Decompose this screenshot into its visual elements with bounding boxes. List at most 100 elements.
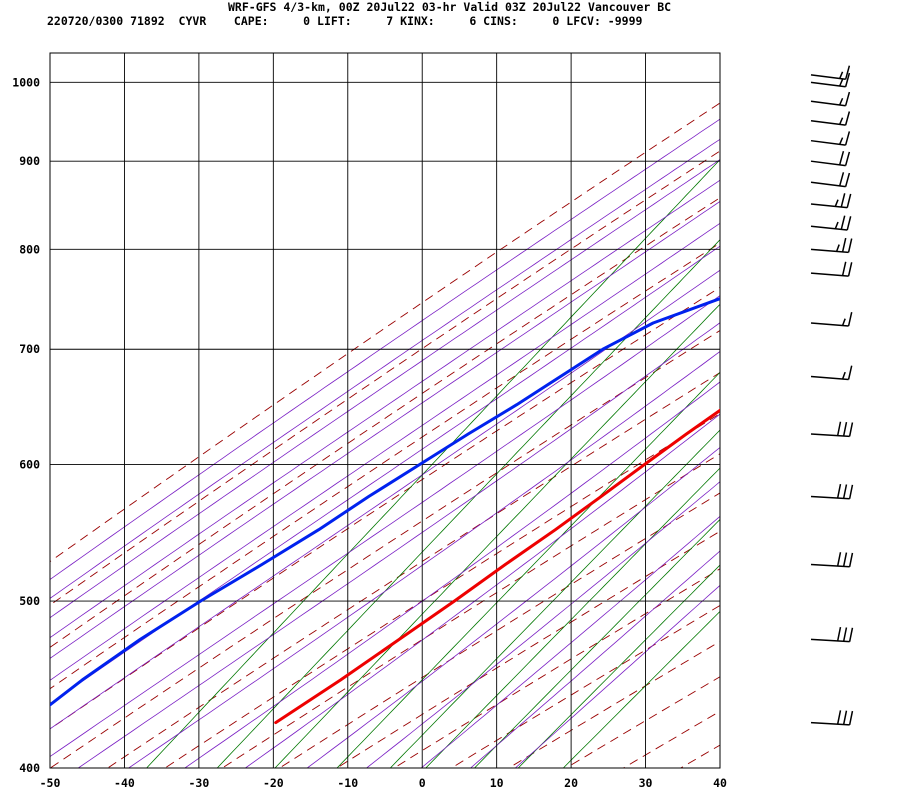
mixing-ratio-line bbox=[517, 564, 720, 768]
x-tick-label: 10 bbox=[490, 776, 504, 790]
dry-adiabat bbox=[50, 150, 720, 606]
wind-barb bbox=[810, 150, 851, 167]
wind-barb-feather bbox=[836, 626, 842, 642]
grid bbox=[49, 52, 721, 769]
x-tick-label: 20 bbox=[564, 776, 578, 790]
wind-barb-feather bbox=[848, 422, 854, 437]
moist-adiabat bbox=[50, 245, 720, 705]
wind-barb-feather bbox=[840, 193, 846, 208]
wind-barb-feather bbox=[844, 151, 851, 166]
moist-adiabat bbox=[50, 179, 720, 639]
dry-adiabat bbox=[450, 604, 720, 768]
wind-barb-feather bbox=[844, 65, 851, 80]
plot-frame bbox=[49, 52, 721, 769]
wind-barb bbox=[810, 626, 854, 643]
wind-barb-half-feather bbox=[834, 221, 839, 230]
wind-barb-feather bbox=[842, 627, 848, 642]
temperature-profile bbox=[274, 408, 720, 725]
moist-adiabat bbox=[244, 413, 720, 768]
wind-barb bbox=[810, 710, 854, 726]
mixing-ratio-line bbox=[216, 239, 720, 768]
dry-adiabat bbox=[819, 46, 900, 787]
wind-barb-feather bbox=[836, 710, 842, 725]
wind-barb-feather bbox=[836, 484, 842, 499]
wind-barb-staff bbox=[810, 322, 849, 327]
moist-adiabat bbox=[420, 515, 720, 768]
wind-barb-feather bbox=[848, 552, 854, 567]
wind-barb-feather bbox=[841, 237, 847, 253]
wind-barb-half-feather bbox=[835, 244, 840, 252]
wind-barb bbox=[810, 111, 851, 126]
wind-barb-staff bbox=[810, 225, 848, 231]
wind-barb-half-feather bbox=[838, 97, 844, 106]
wind-barb bbox=[810, 215, 852, 231]
dry-adiabat bbox=[221, 453, 720, 768]
wind-barb-feather bbox=[838, 172, 845, 187]
moist-adiabat bbox=[50, 118, 720, 580]
moist-adiabat bbox=[514, 584, 720, 768]
wind-barb-staff bbox=[810, 272, 849, 277]
wind-barb-half-feather bbox=[834, 199, 839, 207]
moist-adiabat bbox=[127, 350, 720, 768]
moist-adiabat bbox=[50, 138, 720, 599]
dry-adiabat bbox=[50, 197, 720, 648]
wind-barb-feather bbox=[838, 150, 845, 166]
wind-barb-feather bbox=[844, 131, 851, 146]
wind-barb-feather bbox=[846, 193, 852, 208]
mixing-ratio-line bbox=[425, 467, 720, 768]
moist-adiabat bbox=[50, 269, 720, 730]
x-tick-label: -20 bbox=[263, 776, 284, 790]
sounding-index-line: 220720/0300 71892 CYVR CAPE: 0 LIFT: 7 K… bbox=[47, 14, 643, 28]
moist-adiabat bbox=[50, 200, 720, 659]
wind-barb-half-feather bbox=[841, 318, 846, 326]
x-tick-label: -50 bbox=[40, 776, 61, 790]
dry-adiabat bbox=[50, 286, 720, 730]
dry-adiabat bbox=[50, 329, 720, 768]
wind-barb-feather bbox=[836, 421, 842, 436]
wind-barb bbox=[810, 261, 853, 277]
wind-barb-feather bbox=[847, 365, 853, 380]
moist-adiabat bbox=[50, 159, 720, 619]
wind-barb-staff bbox=[810, 248, 849, 254]
wind-barb-staff bbox=[810, 638, 850, 643]
wind-barb bbox=[810, 237, 853, 254]
y-tick-label: 700 bbox=[19, 342, 40, 356]
dry-adiabat bbox=[164, 413, 720, 768]
x-tick-label: -40 bbox=[114, 776, 135, 790]
wind-barb-feather bbox=[847, 262, 853, 277]
moist-adiabat bbox=[50, 222, 720, 681]
wind-barb-feather bbox=[840, 215, 846, 230]
x-tick-label: -10 bbox=[337, 776, 358, 790]
wind-barb bbox=[810, 193, 852, 209]
moist-adiabat bbox=[184, 381, 720, 768]
wind-barb bbox=[810, 421, 854, 438]
dry-adiabat bbox=[705, 46, 900, 787]
wind-barb-half-feather bbox=[838, 71, 844, 79]
wind-barb-feather bbox=[842, 552, 848, 567]
mixing-ratio-line bbox=[562, 610, 720, 768]
wind-barb-feather bbox=[844, 172, 851, 187]
wind-barb-feather bbox=[848, 627, 854, 642]
wind-barb-feather bbox=[844, 72, 851, 87]
wind-barb bbox=[810, 91, 851, 107]
dry-adiabat bbox=[106, 372, 720, 768]
wind-barb-staff bbox=[810, 495, 850, 500]
wind-barb-half-feather bbox=[838, 79, 844, 87]
y-tick-label: 800 bbox=[19, 242, 40, 256]
chart-title: WRF-GFS 4/3-km, 00Z 20Jul22 03-hr Valid … bbox=[228, 0, 671, 14]
wind-barb bbox=[810, 172, 851, 188]
wind-barb-half-feather bbox=[838, 117, 844, 125]
wind-barb bbox=[810, 484, 854, 500]
wind-barb-feather bbox=[847, 238, 853, 253]
dry-adiabat bbox=[876, 46, 900, 787]
x-tick-label: 40 bbox=[713, 776, 727, 790]
x-tick-label: 0 bbox=[419, 776, 426, 790]
background-lines bbox=[50, 46, 900, 787]
wind-barb-feather bbox=[844, 91, 851, 106]
mixing-ratio-line bbox=[473, 518, 720, 768]
dewpoint-profile bbox=[50, 297, 720, 707]
wind-barb-feather bbox=[842, 421, 848, 437]
wind-barbs bbox=[810, 65, 854, 726]
wind-barb-staff bbox=[810, 203, 848, 209]
x-tick-label: -30 bbox=[188, 776, 209, 790]
